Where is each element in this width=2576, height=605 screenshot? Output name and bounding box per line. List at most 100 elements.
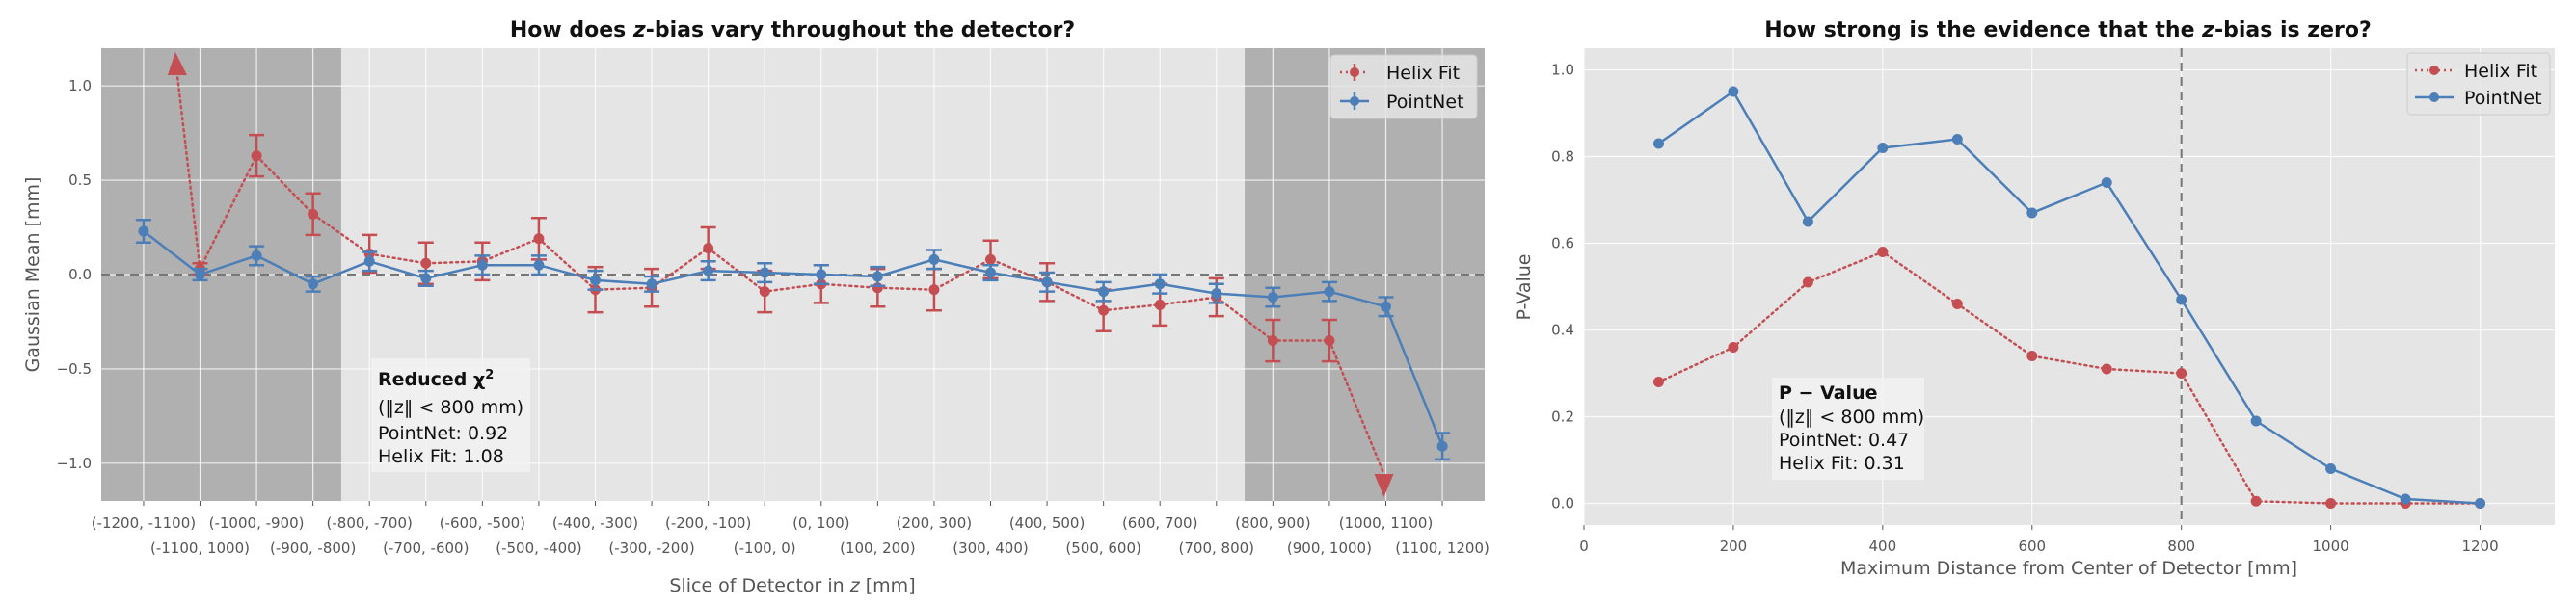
left-annotation-heading: Reduced χ2	[378, 368, 494, 391]
left-pointnet-point	[816, 269, 827, 280]
left-helix-offscale-line	[175, 73, 201, 271]
left-pointnet-point	[420, 273, 432, 284]
right-pointnet-point	[1802, 216, 1813, 227]
right-x-tick-label: 1000	[2313, 538, 2349, 555]
right-x-tick-label: 400	[1869, 538, 1897, 555]
right-x-tick-label: 0	[1579, 538, 1589, 555]
right-helix-point	[2325, 498, 2337, 509]
left-pointnet-point	[1267, 292, 1278, 302]
right-x-tick-label: 1200	[2461, 538, 2498, 555]
left-x-tick-label: (-800, -700)	[327, 514, 413, 532]
left-x-tick-label: (500, 600)	[1065, 539, 1141, 557]
left-legend-pointnet-marker	[1350, 96, 1359, 106]
left-y-tick-label: 0.5	[68, 171, 92, 189]
left-x-tick-label: (400, 500)	[1009, 514, 1086, 532]
left-x-tick-label: (200, 300)	[897, 514, 973, 532]
right-pointnet-point	[1951, 134, 1963, 145]
right-annotation: P − Value (‖z‖ < 800 mm) PointNet: 0.47 …	[1772, 378, 1924, 480]
right-y-tick-label: 0.0	[1551, 495, 1574, 513]
left-pointnet-point	[533, 259, 545, 271]
left-y-tick-label: 0.0	[68, 266, 92, 283]
left-helix-point	[1267, 335, 1278, 347]
left-x-tick-label: (-700, -600)	[383, 539, 469, 557]
left-pointnet-point	[251, 250, 262, 261]
right-pointnet-point	[2026, 207, 2038, 219]
right-pointnet-point	[1728, 86, 1739, 97]
right-y-tick-label: 0.4	[1551, 322, 1574, 339]
right-legend-box	[2406, 52, 2551, 116]
right-helix-point	[1951, 299, 1963, 309]
left-x-tick-label: (-600, -500)	[440, 514, 525, 532]
right-helix-point	[1652, 377, 1664, 387]
left-legend-helix-marker	[1350, 67, 1359, 77]
left-helix-point	[759, 286, 770, 298]
left-helix-offscale-arrow	[1374, 474, 1394, 497]
left-y-tick-label: 1.0	[68, 77, 92, 94]
left-helix-point	[251, 150, 262, 162]
right-helix-point	[1728, 342, 1739, 353]
left-legend-box	[1329, 54, 1478, 119]
left-helix-point	[703, 243, 714, 254]
left-x-tick-label: (100, 200)	[840, 539, 916, 557]
left-annotation-line3: Helix Fit: 1.08	[378, 446, 504, 467]
left-chart: How does z-bias vary throughout the dete…	[22, 18, 1489, 596]
right-annotation-line3: Helix Fit: 0.31	[1779, 453, 1905, 474]
left-helix-point	[928, 284, 940, 296]
left-legend-helix-label: Helix Fit	[1386, 63, 1460, 84]
left-pointnet-point	[308, 278, 319, 290]
left-x-tick-label: (-1000, -900)	[209, 514, 305, 532]
right-pointnet-point	[2176, 294, 2187, 305]
left-helix-point	[1098, 304, 1110, 316]
right-annotation-line1: (‖z‖ < 800 mm)	[1779, 407, 1924, 428]
right-annotation-box	[1772, 378, 1924, 480]
right-legend-helix-marker	[2429, 66, 2439, 75]
left-x-tick-label: (-400, -300)	[552, 514, 638, 532]
right-helix-point	[2101, 363, 2112, 375]
right-pointnet-point	[1652, 138, 1664, 149]
left-x-tick-label: (-1100, 1000)	[150, 539, 250, 557]
right-pointnet-point	[2325, 463, 2337, 474]
left-y-axis-label: Gaussian Mean [mm]	[22, 177, 43, 373]
left-helix-point	[533, 233, 545, 245]
left-helix-point	[1154, 299, 1166, 310]
right-pointnet-line	[1657, 90, 2482, 505]
left-x-tick-label: (-500, -400)	[496, 539, 581, 557]
left-pointnet-point	[195, 269, 205, 280]
right-x-tick-label: 200	[1720, 538, 1748, 555]
right-chart: How strong is the evidence that the z-bi…	[1514, 18, 2555, 579]
right-y-tick-label: 0.2	[1551, 408, 1574, 426]
right-x-tick-label: 800	[2167, 538, 2195, 555]
right-helix-point	[1877, 247, 1889, 257]
left-pointnet-point	[703, 265, 714, 276]
right-helix-point	[2176, 368, 2187, 379]
left-x-tick-label: (1100, 1200)	[1395, 539, 1489, 557]
left-pointnet-point	[1041, 276, 1053, 288]
right-annotation-heading: P − Value	[1779, 382, 1878, 404]
right-pointnet-point	[2101, 177, 2112, 188]
right-legend-pointnet-marker	[2429, 92, 2439, 102]
left-pointnet-point	[985, 267, 996, 278]
left-annotation-box	[371, 358, 530, 472]
left-pointnet-point	[1381, 301, 1391, 312]
left-pointnet-point	[872, 271, 883, 282]
left-x-tick-label: (1000, 1100)	[1339, 514, 1434, 532]
right-legend: Helix Fit PointNet	[2406, 52, 2551, 116]
left-x-tick-label: (-100, 0)	[734, 539, 796, 557]
left-pointnet-point	[476, 259, 488, 271]
left-helix-point	[308, 208, 319, 220]
left-x-tick-label: (300, 400)	[953, 539, 1029, 557]
left-pointnet-point	[590, 275, 601, 286]
left-helix-offscale-arrow	[167, 52, 187, 75]
right-annotation-line2: PointNet: 0.47	[1779, 430, 1909, 451]
right-y-tick-label: 0.8	[1551, 148, 1574, 166]
left-pointnet-point	[363, 255, 375, 267]
left-pointnet-point	[928, 253, 940, 265]
left-y-tick-label: −1.0	[57, 455, 92, 472]
left-x-tick-label: (-1200, -1100)	[92, 514, 196, 532]
right-pointnet-point	[2400, 493, 2411, 505]
left-chart-title: How does z-bias vary throughout the dete…	[510, 18, 1075, 42]
left-x-tick-label: (-200, -100)	[665, 514, 751, 532]
left-pointnet-point	[1098, 286, 1110, 298]
left-pointnet-point	[1211, 288, 1222, 300]
